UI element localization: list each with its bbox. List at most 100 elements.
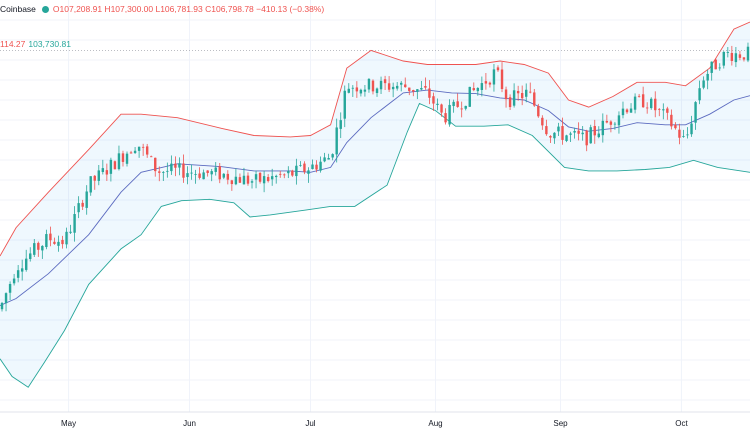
candle-down	[355, 81, 359, 98]
candle-down	[150, 155, 153, 158]
candle-up	[57, 235, 60, 252]
candle-up	[569, 131, 572, 143]
candle-up	[133, 147, 137, 155]
candle-up	[686, 127, 689, 139]
candle-up	[375, 87, 379, 97]
candle-up	[339, 112, 342, 139]
candle-down	[387, 76, 391, 93]
candle-down	[37, 241, 40, 257]
candle-up	[613, 121, 617, 130]
candle-up	[565, 134, 568, 143]
candle-down	[238, 173, 242, 184]
candle-up	[41, 245, 44, 259]
candle-down	[81, 199, 84, 210]
candle-up	[492, 64, 496, 92]
candle-down	[484, 73, 488, 90]
candle-down	[105, 163, 109, 181]
candle-down	[456, 93, 459, 108]
candle-down	[154, 157, 157, 177]
candle-up	[222, 173, 225, 180]
candle-down	[549, 135, 552, 143]
candle-up	[452, 99, 455, 113]
candle-down	[383, 75, 387, 90]
candle-up	[101, 159, 105, 175]
candle-down	[93, 175, 96, 190]
candle-down	[246, 172, 250, 186]
candle-up	[210, 168, 213, 182]
candle-down	[541, 115, 544, 130]
candle-up	[299, 161, 302, 167]
candle-down	[408, 87, 411, 96]
candle-down	[637, 93, 641, 98]
candle-up	[33, 238, 36, 257]
candle-up	[69, 224, 72, 235]
candle-up	[464, 105, 467, 111]
candle-up	[262, 170, 266, 193]
x-tick-label: Aug	[428, 419, 442, 428]
candle-down	[658, 108, 661, 117]
candle-down	[121, 150, 125, 167]
candle-up	[97, 165, 100, 186]
candle-down	[404, 77, 407, 88]
candle-up	[331, 153, 334, 161]
band-fill	[0, 22, 750, 388]
candle-up	[29, 247, 32, 262]
candle-up	[335, 118, 338, 163]
bb-upper-value: 114.27	[0, 39, 26, 49]
candle-down	[670, 109, 673, 130]
candle-up	[557, 122, 560, 136]
candle-up	[170, 155, 173, 175]
candle-down	[500, 62, 504, 93]
candle-down	[609, 120, 613, 133]
candle-down	[585, 129, 588, 152]
candle-down	[496, 65, 500, 72]
candle-up	[250, 179, 254, 189]
candle-up	[746, 42, 750, 63]
candle-up	[73, 206, 76, 242]
candle-up	[448, 99, 451, 127]
x-tick-label: Sep	[553, 419, 568, 428]
candle-up	[480, 76, 484, 97]
candle-down	[218, 162, 221, 184]
candle-down	[206, 170, 209, 177]
candle-up	[109, 157, 113, 182]
candle-down	[315, 160, 318, 173]
candle-up	[682, 129, 685, 138]
candle-up	[690, 115, 693, 137]
candle-up	[662, 103, 665, 120]
upper-band-line	[0, 21, 750, 257]
candle-down	[198, 167, 201, 180]
candle-down	[605, 114, 609, 124]
candle-down	[625, 108, 629, 114]
candle-up	[573, 127, 576, 139]
candle-up	[420, 80, 423, 91]
candle-up	[25, 249, 28, 272]
candle-down	[129, 150, 133, 154]
candle-up	[363, 85, 367, 97]
candle-down	[460, 101, 463, 118]
candle-up	[186, 166, 189, 185]
candle-up	[694, 101, 697, 130]
bollinger-band	[0, 21, 750, 388]
candle-down	[113, 160, 117, 170]
candle-down	[424, 77, 427, 90]
candle-up	[319, 156, 322, 173]
time-axis: May Jun Jul Aug Sep Oct	[61, 419, 688, 428]
candle-up	[162, 171, 165, 181]
candle-up	[178, 157, 181, 176]
candle-up	[307, 167, 310, 183]
candle-up	[400, 80, 403, 92]
candle-up	[718, 63, 721, 71]
candle-up	[242, 167, 246, 185]
candle-up	[525, 83, 528, 103]
candle-down	[141, 143, 145, 156]
candle-down	[53, 237, 56, 245]
candle-down	[593, 119, 596, 144]
candle-up	[20, 259, 24, 281]
candle-down	[561, 117, 564, 145]
candle-up	[629, 103, 633, 113]
candle-down	[440, 103, 443, 117]
grid-lines	[0, 0, 750, 412]
candle-up	[166, 162, 169, 178]
